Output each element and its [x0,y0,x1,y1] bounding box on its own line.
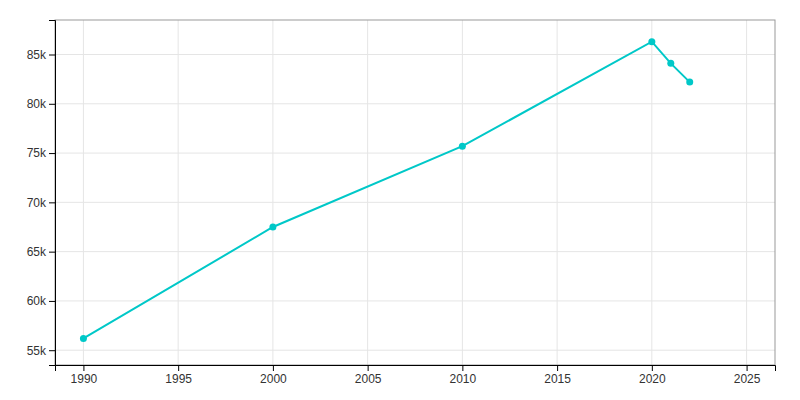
grid-line-y [55,251,775,252]
x-tick-label: 2015 [544,372,571,386]
x-tick: 1990 [71,365,98,386]
marks [80,38,693,342]
y-tick-mark [49,55,55,56]
point [686,79,693,86]
point [269,224,276,231]
y-tick: 80k [27,97,55,111]
plot-frame [55,20,775,365]
grid-line-y [55,54,775,55]
y-tick-mark [49,202,55,203]
x-tick-label: 2005 [355,372,382,386]
grid-line-y [55,300,775,301]
x-tick: 2005 [355,365,382,386]
x-axis: 1990 1995 2000 2005 2010 2015 2020 2025 [56,365,776,386]
x-tick-mark [178,365,179,371]
y-axis-line [49,21,56,366]
y-tick: 65k [27,245,55,259]
y-tick-label: 65k [27,245,47,259]
x-tick-mark [83,365,84,371]
x-tick-mark [747,365,748,371]
y-tick-label: 55k [27,344,47,358]
y-tick-mark [49,153,55,154]
x-tick-label: 2010 [450,372,477,386]
y-tick-mark [49,252,55,253]
grid-line-x [178,20,179,365]
chart-svg: 1990 1995 2000 2005 2010 2015 2020 2025 55k 60k 65… [0,0,800,400]
y-tick: 70k [27,196,55,210]
x-tick-mark [462,365,463,371]
line [83,42,689,339]
chart-container: 1990 1995 2000 2005 2010 2015 2020 2025 55k 60k 65… [0,0,800,400]
y-tick-mark [49,301,55,302]
x-tick: 2000 [260,365,287,386]
plot: 1990 1995 2000 2005 2010 2015 2020 2025 55k 60k 65… [27,20,776,386]
grid-line-x [83,20,84,365]
y-tick-mark [49,104,55,105]
x-tick-label: 2000 [260,372,287,386]
x-tick-label: 2020 [639,372,666,386]
y-tick: 60k [27,294,55,308]
x-tick: 2025 [734,365,761,386]
y-axis: 55k 60k 65k 70k 75k 80k 85k [27,21,56,366]
x-tick-mark [652,365,653,371]
x-tick-label: 1990 [71,372,98,386]
x-tick-mark [368,365,369,371]
grid-line-x [367,20,368,365]
x-tick-mark [557,365,558,371]
x-tick-mark [273,365,274,371]
grid-line-y [55,153,775,154]
grid-line-y [55,103,775,104]
x-tick: 1995 [165,365,192,386]
grid-line-x [272,20,273,365]
grid-line-y [55,350,775,351]
y-tick: 55k [27,344,55,358]
y-tick: 85k [27,48,55,62]
point [459,143,466,150]
grid-line-y [55,202,775,203]
grid-line-x [462,20,463,365]
y-tick-label: 75k [27,146,47,160]
x-tick: 2015 [544,365,571,386]
x-tick-label: 1995 [165,372,192,386]
x-tick: 2010 [450,365,477,386]
point [648,38,655,45]
grid-line-x [746,20,747,365]
point [667,60,674,67]
y-tick-label: 80k [27,97,47,111]
x-axis-line [56,366,776,372]
y-tick-label: 70k [27,196,47,210]
y-tick-mark [49,350,55,351]
grid-line-x [651,20,652,365]
x-tick-label: 2025 [734,372,761,386]
grid-line-x [557,20,558,365]
y-tick-label: 85k [27,48,47,62]
y-tick-label: 60k [27,294,47,308]
y-tick: 75k [27,146,55,160]
grid [55,20,775,365]
point [80,335,87,342]
x-tick: 2020 [639,365,666,386]
